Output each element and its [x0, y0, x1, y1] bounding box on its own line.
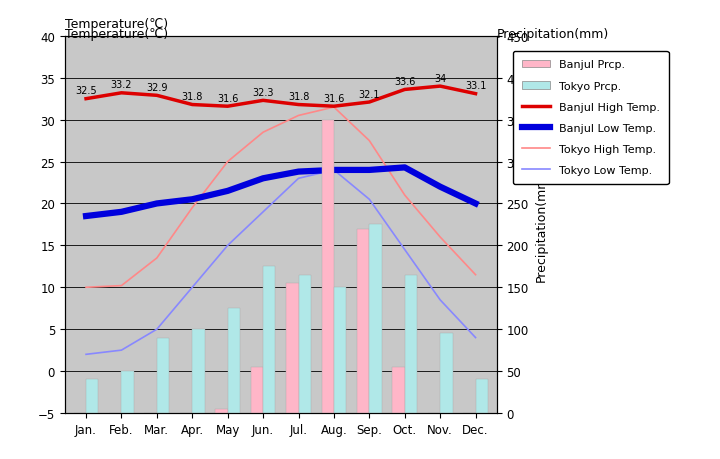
Tokyo Low Temp.: [365, 197, 374, 202]
Bar: [86, 380, 99, 413]
Text: 33.2: 33.2: [111, 80, 132, 90]
Text: 32.1: 32.1: [359, 90, 380, 100]
Text: 32.5: 32.5: [75, 86, 97, 96]
Banjul Low Temp.: [258, 176, 267, 182]
Bar: [357, 229, 369, 413]
Text: Temperature(℃): Temperature(℃): [65, 28, 168, 40]
Bar: [322, 120, 334, 413]
Tokyo High Temp.: [400, 193, 409, 198]
Bar: [251, 367, 263, 413]
Tokyo Low Temp.: [294, 176, 303, 182]
Bar: [369, 225, 382, 413]
Banjul High Temp.: [471, 92, 480, 97]
Tokyo High Temp.: [117, 283, 126, 289]
Banjul Low Temp.: [471, 201, 480, 207]
Banjul Low Temp.: [82, 214, 91, 219]
Banjul High Temp.: [330, 104, 338, 110]
Text: 33.6: 33.6: [394, 77, 415, 87]
Tokyo Low Temp.: [82, 352, 91, 357]
Tokyo High Temp.: [330, 105, 338, 111]
Bar: [263, 267, 276, 413]
Bar: [334, 288, 346, 413]
Tokyo Low Temp.: [258, 210, 267, 215]
Bar: [286, 284, 299, 413]
Bar: [299, 275, 311, 413]
Y-axis label: Precipitation(mm): Precipitation(mm): [534, 169, 547, 281]
Banjul High Temp.: [188, 102, 197, 108]
Text: 32.9: 32.9: [146, 83, 168, 93]
Text: 34: 34: [434, 73, 446, 84]
Banjul Low Temp.: [188, 197, 197, 202]
Banjul Low Temp.: [117, 210, 126, 215]
Tokyo Low Temp.: [436, 297, 444, 303]
Banjul Low Temp.: [330, 168, 338, 174]
Banjul High Temp.: [294, 102, 303, 108]
Tokyo High Temp.: [365, 139, 374, 144]
Bar: [192, 330, 204, 413]
Bar: [157, 338, 169, 413]
Bar: [122, 371, 134, 413]
Tokyo Low Temp.: [153, 327, 161, 332]
Text: 31.8: 31.8: [181, 92, 203, 102]
Banjul Low Temp.: [365, 168, 374, 174]
Banjul High Temp.: [153, 93, 161, 99]
Banjul Low Temp.: [400, 165, 409, 171]
Banjul High Temp.: [258, 98, 267, 104]
Tokyo Low Temp.: [223, 243, 232, 249]
Banjul High Temp.: [400, 88, 409, 93]
Tokyo High Temp.: [153, 256, 161, 261]
Bar: [440, 334, 453, 413]
Text: 32.3: 32.3: [252, 88, 274, 98]
Banjul High Temp.: [223, 104, 232, 110]
Banjul Low Temp.: [153, 201, 161, 207]
Line: Tokyo Low Temp.: Tokyo Low Temp.: [86, 171, 475, 354]
Tokyo High Temp.: [471, 272, 480, 278]
Bar: [392, 367, 405, 413]
Bar: [215, 409, 228, 413]
Tokyo High Temp.: [436, 235, 444, 240]
Bar: [475, 380, 488, 413]
Bar: [228, 308, 240, 413]
Bar: [405, 275, 417, 413]
Tokyo Low Temp.: [188, 285, 197, 291]
Banjul High Temp.: [436, 84, 444, 90]
Banjul High Temp.: [365, 100, 374, 106]
Banjul Low Temp.: [436, 185, 444, 190]
Text: 33.1: 33.1: [465, 81, 486, 91]
Line: Tokyo High Temp.: Tokyo High Temp.: [86, 108, 475, 288]
Text: Precipitation(mm): Precipitation(mm): [497, 28, 609, 40]
Text: 31.6: 31.6: [217, 94, 238, 104]
Line: Banjul Low Temp.: Banjul Low Temp.: [86, 168, 475, 217]
Legend: Banjul Prcp., Tokyo Prcp., Banjul High Temp., Banjul Low Temp., Tokyo High Temp.: Banjul Prcp., Tokyo Prcp., Banjul High T…: [513, 51, 669, 185]
Tokyo Low Temp.: [117, 347, 126, 353]
Tokyo Low Temp.: [330, 168, 338, 174]
Tokyo High Temp.: [223, 159, 232, 165]
Banjul Low Temp.: [223, 189, 232, 194]
Tokyo High Temp.: [188, 206, 197, 211]
Banjul High Temp.: [117, 91, 126, 96]
Tokyo High Temp.: [294, 113, 303, 119]
Tokyo Low Temp.: [471, 335, 480, 341]
Line: Banjul High Temp.: Banjul High Temp.: [86, 87, 475, 107]
Tokyo High Temp.: [82, 285, 91, 291]
Banjul High Temp.: [82, 97, 91, 102]
Tokyo High Temp.: [258, 130, 267, 136]
Text: Temperature(℃): Temperature(℃): [65, 18, 168, 31]
Tokyo Low Temp.: [400, 247, 409, 253]
Banjul Low Temp.: [294, 169, 303, 175]
Text: 31.6: 31.6: [323, 94, 345, 104]
Text: 31.8: 31.8: [288, 92, 309, 102]
